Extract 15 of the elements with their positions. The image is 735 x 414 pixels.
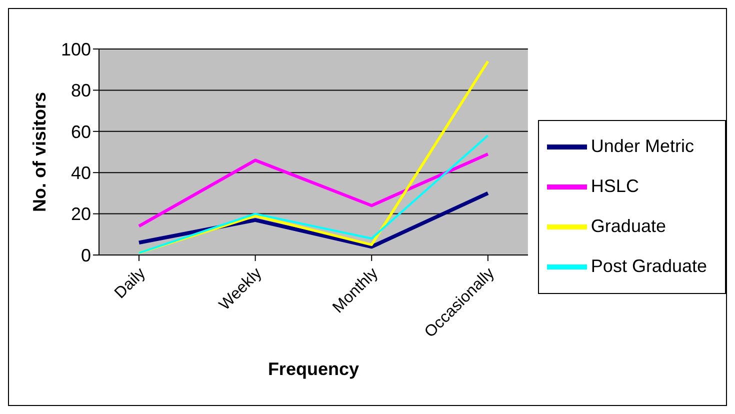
- legend-label: HSLC: [590, 176, 639, 196]
- legend-label: Under Metric: [590, 136, 694, 156]
- x-axis-title: Frequency: [268, 359, 359, 379]
- legend-label: Post Graduate: [590, 256, 707, 276]
- y-axis-title: No. of visitors: [29, 92, 50, 212]
- y-tick-label: 60: [70, 122, 91, 142]
- line-series: [138, 134, 489, 254]
- line-series: [137, 191, 490, 249]
- y-tick-label: 0: [80, 245, 91, 266]
- legend-label: Graduate: [590, 216, 666, 236]
- y-tick-label: 80: [70, 80, 91, 101]
- y-tick-label: 100: [60, 39, 91, 60]
- y-tick-label: 40: [70, 162, 91, 183]
- line-series: [137, 152, 490, 228]
- y-tick-label: 20: [70, 204, 91, 224]
